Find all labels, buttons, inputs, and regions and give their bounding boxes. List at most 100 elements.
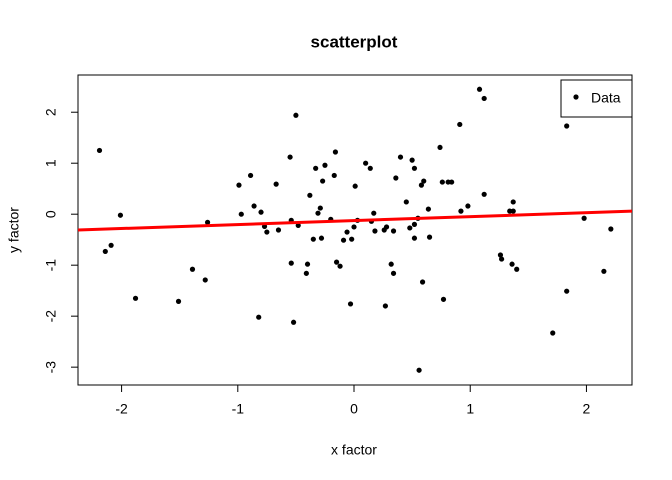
point [287, 154, 293, 160]
point [372, 228, 378, 234]
point [304, 261, 311, 267]
point [476, 86, 483, 92]
point [202, 277, 208, 283]
point [481, 191, 487, 197]
point [258, 209, 264, 215]
point [419, 279, 426, 285]
x-axis-label: x factor [331, 442, 377, 458]
point [317, 205, 323, 211]
point [481, 95, 487, 102]
point [411, 165, 418, 171]
point [320, 178, 326, 184]
point [238, 211, 244, 217]
point [457, 121, 463, 128]
point [340, 237, 347, 243]
y-tick-label: -1 [43, 259, 59, 272]
point [331, 172, 337, 179]
point [509, 261, 515, 267]
point [273, 181, 279, 187]
point [333, 259, 340, 265]
point [581, 215, 587, 221]
point [608, 226, 614, 232]
point [352, 183, 358, 189]
point [322, 162, 328, 168]
point [236, 182, 242, 188]
point [344, 229, 350, 235]
point [307, 192, 313, 198]
point [175, 298, 182, 304]
point [363, 160, 369, 166]
point [393, 175, 399, 181]
point [189, 266, 196, 272]
x-tick-label: 0 [350, 401, 358, 417]
point [347, 301, 354, 307]
point [497, 252, 504, 258]
point [337, 263, 343, 269]
point [449, 179, 455, 185]
point [204, 219, 211, 225]
point [458, 208, 464, 214]
point [371, 210, 377, 216]
point [247, 172, 254, 179]
point [315, 210, 321, 216]
legend-marker [573, 94, 579, 100]
point [416, 367, 422, 373]
y-tick-label: 2 [43, 108, 59, 116]
point [264, 229, 270, 235]
point [397, 154, 404, 160]
point [465, 203, 471, 209]
point [390, 228, 397, 234]
point [407, 225, 413, 231]
point [510, 199, 516, 205]
point [564, 123, 570, 129]
point [293, 112, 299, 118]
point [256, 314, 262, 320]
x-tick-label: 1 [466, 401, 474, 417]
point [349, 236, 355, 242]
point [108, 242, 114, 248]
point [499, 256, 505, 262]
point [440, 296, 447, 302]
point [425, 206, 431, 212]
point [290, 319, 297, 325]
point [332, 149, 339, 155]
point [382, 303, 388, 309]
point [601, 268, 607, 274]
point [310, 236, 316, 242]
point [303, 270, 309, 276]
plot-frame [77, 74, 633, 386]
point [421, 178, 427, 184]
x-tick-label: -2 [115, 401, 128, 417]
point [318, 235, 325, 241]
point [564, 288, 570, 294]
chart-title: scatterplot [311, 32, 398, 51]
point [117, 212, 124, 218]
point [426, 234, 433, 240]
point [383, 224, 390, 230]
y-tick-label: -2 [43, 310, 59, 323]
point [313, 165, 319, 171]
point [510, 208, 516, 214]
point [411, 235, 418, 241]
point [96, 147, 103, 154]
point [390, 270, 397, 276]
point [351, 224, 357, 230]
legend-label: Data [591, 90, 621, 106]
fit-line [77, 209, 633, 232]
point [439, 179, 445, 185]
y-axis-label: y factor [6, 207, 22, 253]
x-tick-label: -1 [232, 401, 245, 417]
point [388, 261, 394, 267]
point [514, 266, 520, 272]
point [295, 222, 301, 229]
point [418, 182, 425, 188]
y-tick-label: -3 [43, 361, 59, 374]
point [403, 199, 409, 205]
point [288, 260, 294, 266]
legend-box [560, 79, 633, 118]
x-tick-label: 2 [583, 401, 591, 417]
y-tick-label: 1 [43, 159, 59, 167]
point [251, 203, 257, 209]
